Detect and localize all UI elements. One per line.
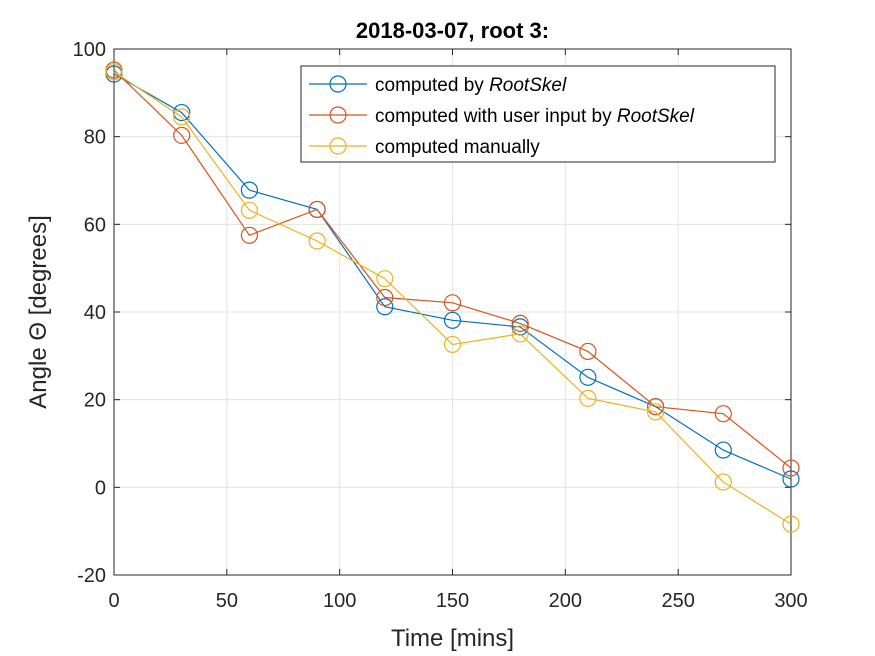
data-point: [579, 342, 597, 361]
legend-label: computed by RootSkel: [375, 75, 567, 96]
legend-label-software: RootSkel: [617, 106, 695, 127]
y-tick-label: 100: [73, 39, 106, 61]
data-point: [714, 473, 732, 491]
data-point: [173, 126, 191, 144]
data-point: [240, 181, 258, 199]
data-point: [443, 311, 462, 329]
legend-marker: [329, 106, 347, 124]
x-tick-label: 200: [549, 590, 582, 612]
data-point: [511, 314, 529, 332]
chart-title: 2018-03-07, root 3:: [356, 18, 549, 43]
data-point: [714, 405, 732, 423]
data-point: [646, 398, 665, 416]
x-tick-label: 250: [661, 590, 694, 612]
data-point: [105, 63, 123, 81]
legend-marker: [329, 137, 347, 155]
series-3: [105, 63, 800, 533]
data-point: [376, 270, 394, 288]
legend-label: computed manually: [375, 137, 540, 158]
series-line: [113, 73, 792, 480]
data-point: [376, 288, 394, 307]
y-axis-label: Angle Θ [degrees]: [25, 215, 52, 408]
series-layer: [105, 61, 800, 533]
y-tick-label: 60: [84, 214, 106, 236]
data-point: [714, 441, 732, 459]
legend-marker: [329, 75, 347, 93]
legend-box: [300, 65, 776, 163]
x-axis-label: Time [mins]: [391, 625, 514, 652]
data-point: [443, 335, 462, 354]
legend-item: computed manually: [309, 137, 540, 158]
data-point: [579, 368, 597, 386]
y-tick-label: 20: [84, 390, 106, 412]
y-tick-label: 80: [84, 127, 106, 149]
legend-label: computed with user input by RootSkel: [375, 106, 695, 127]
data-point: [782, 459, 800, 477]
data-point: [579, 389, 597, 407]
legend-label-text: computed manually: [375, 137, 540, 158]
data-point: [240, 201, 258, 219]
y-tick-label: -20: [77, 565, 106, 587]
series-line: [113, 71, 792, 525]
legend-label-text: computed by: [375, 75, 489, 96]
data-point: [173, 103, 191, 122]
y-tick-label: 0: [95, 477, 106, 499]
data-point: [646, 403, 665, 421]
data-point: [511, 325, 529, 343]
y-tick-label: 40: [84, 302, 106, 324]
data-point: [443, 294, 462, 312]
x-tick-label: 100: [323, 590, 356, 612]
legend-label-text: computed with user input by: [375, 106, 617, 127]
series-line: [113, 69, 792, 469]
x-tick-label: 150: [436, 590, 469, 612]
data-point: [308, 200, 326, 219]
data-point: [376, 298, 394, 316]
legend-item: computed by RootSkel: [309, 75, 567, 96]
data-point: [240, 226, 258, 244]
data-point: [308, 232, 326, 250]
data-point: [173, 108, 191, 126]
data-point: [782, 515, 800, 533]
x-tick-label: 0: [108, 590, 119, 612]
data-point: [782, 470, 800, 488]
x-tick-label: 50: [216, 590, 238, 612]
legend-label-software: RootSkel: [489, 75, 567, 96]
legend-item: computed with user input by RootSkel: [309, 106, 695, 127]
x-tick-label: 300: [774, 590, 807, 612]
